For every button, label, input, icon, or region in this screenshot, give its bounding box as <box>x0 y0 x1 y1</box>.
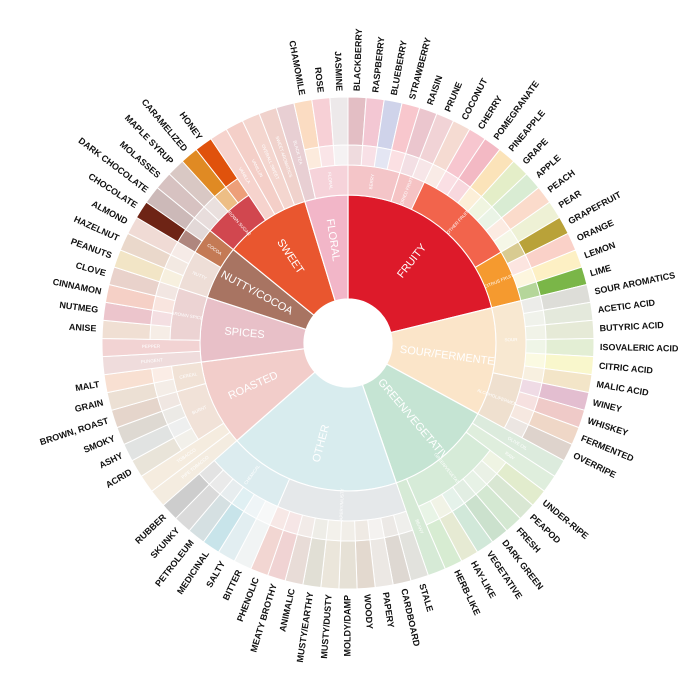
flavor-label-pear: PEAR <box>557 188 584 210</box>
flavor-label-cinnamon: CINNAMON <box>52 277 102 297</box>
flavor-label-peanuts: PEANUTS <box>69 236 113 260</box>
flavor-label-nutmeg: NUTMEG <box>59 300 99 315</box>
flavor-label-rose: ROSE <box>313 67 326 93</box>
subcategory-label-nutty: NUTTY <box>192 270 208 281</box>
flavor-label-acetic-acid: ACETIC ACID <box>597 297 656 314</box>
flavor-label-orange: ORANGE <box>575 218 615 243</box>
flavor-inner-jasmine <box>332 144 349 167</box>
flavor-label-malic-acid: MALIC ACID <box>596 379 650 398</box>
flavor-moldy-damp <box>338 540 358 590</box>
flavor-inner-blackberry <box>347 144 364 167</box>
subcategory-label-berry: BERRY <box>368 174 375 190</box>
subcategory-label-sour: SOUR <box>504 337 518 342</box>
flavor-inner-woody <box>354 519 371 542</box>
flavor-label-citric-acid: CITRIC ACID <box>599 361 654 376</box>
flavor-label-ashy: ASHY <box>98 450 125 470</box>
subcategory-label-raw: RAW <box>504 451 516 461</box>
flavor-label-blueberry: BLUEBERRY <box>389 40 409 97</box>
flavor-label-pomegranate: POMEGRANATE <box>492 79 541 142</box>
flavor-label-jasmine: JASMINE <box>333 51 344 91</box>
flavor-inner-acetic-acid <box>522 309 546 328</box>
flavor-label-blackberry: BLACKBERRY <box>352 28 364 91</box>
subcategory-label-pepper: PEPPER <box>142 344 161 349</box>
center-hole <box>304 299 392 387</box>
flavor-label-anise: ANISE <box>69 322 97 334</box>
flavor-label-musty-earthy: MUSTY/EARTHY <box>295 591 315 663</box>
subcategory-label-papery-musty: PAPERY/MUSTY <box>339 488 345 523</box>
flavor-inner-rose <box>318 145 336 168</box>
flavor-label-animalic: ANIMALIC <box>277 587 297 633</box>
flavor-label-chamomile: CHAMOMILE <box>287 40 307 96</box>
flavor-label-isovaleric-acid: ISOVALERIC ACID <box>600 342 679 353</box>
flavor-label-lemon: LEMON <box>583 240 617 261</box>
flavor-inner-butyric-acid <box>524 324 547 341</box>
flavor-label-musty-dusty: MUSTY/DUSTY <box>319 594 334 659</box>
flavor-label-bitter: BITTER <box>221 568 244 602</box>
flavor-label-winey: WINEY <box>592 397 623 414</box>
flavor-label-grain: GRAIN <box>74 397 105 414</box>
flavor-label-papery: PAPERY <box>381 591 396 628</box>
flavor-label-cardboard: CARDBOARD <box>399 588 422 648</box>
flavor-inner-isovaleric-acid <box>525 338 547 355</box>
flavor-label-butyric-acid: BUTYRIC ACID <box>599 320 664 334</box>
subcategory-label-cereal: CEREAL <box>179 371 198 380</box>
subcategory-label-beany: BEANY <box>414 519 424 535</box>
flavor-inner-moldy-damp <box>340 520 356 542</box>
flavor-label-raspberry: RASPBERRY <box>370 36 386 93</box>
subcategory-label-brown-spice: BROWN SPICE <box>171 311 203 321</box>
subcategory-label-black-tea: BLACK TEA <box>292 140 303 165</box>
flavor-label-caramelized: CARAMELIZED <box>140 97 190 154</box>
flavor-label-salty: SALTY <box>204 559 227 589</box>
flavor-label-whiskey: WHISKEY <box>586 416 629 438</box>
flavor-label-prune: PRUNE <box>442 80 464 113</box>
flavor-label-raisin: RAISIN <box>425 74 444 106</box>
subcategory-label-floral: FLORAL <box>327 172 334 190</box>
subcategory-label-pungent: PUNGENT <box>141 357 164 364</box>
flavor-label-woody: WOODY <box>362 594 375 630</box>
flavor-label-malt: MALT <box>75 379 101 393</box>
flavor-label-lime: LIME <box>589 263 612 279</box>
flavor-jasmine <box>329 96 349 147</box>
subcategory-label-burnt: BURNT <box>191 404 207 415</box>
flavor-label-acrid: ACRID <box>104 467 134 490</box>
category-label-spices: SPICES <box>224 325 265 341</box>
flavor-inner-anise <box>149 324 172 341</box>
flavor-label-smoky: SMOKY <box>82 433 116 455</box>
flavor-label-moldy-damp: MOLDY/DAMP <box>342 595 352 657</box>
flavor-label-stale: STALE <box>417 582 435 613</box>
flavor-label-clove: CLOVE <box>75 260 108 278</box>
